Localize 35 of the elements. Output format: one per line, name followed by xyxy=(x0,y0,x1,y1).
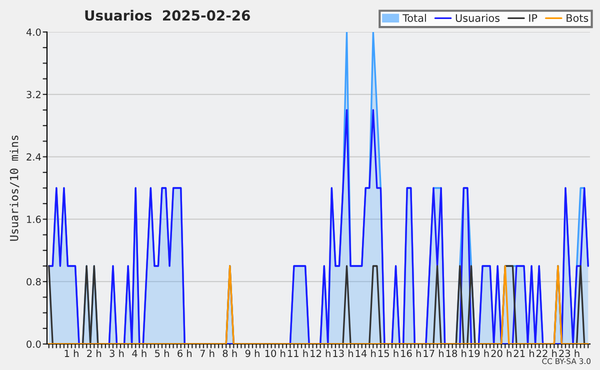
x-tick-label: 18 h xyxy=(446,350,466,358)
legend-label: Total xyxy=(402,14,426,22)
x-tick-label: 20 h xyxy=(491,350,512,358)
x-tick-label: 12 h xyxy=(310,350,330,357)
x-tick-label: 15 h xyxy=(378,350,398,358)
x-tick-label: 9 h xyxy=(245,350,260,358)
chart-title: Usuarios 2025-02-26 xyxy=(85,10,250,21)
legend-label: IP xyxy=(529,14,538,22)
x-tick-label: 23 h xyxy=(559,350,580,358)
legend-label: Bots xyxy=(566,14,588,22)
x-tick-label: 2 h xyxy=(87,350,102,357)
x-tick-label: 19 h xyxy=(469,350,489,358)
x-tick-label: 6 h xyxy=(178,350,192,358)
x-tick-label: 22 h xyxy=(536,350,557,357)
y-tick-label: 2.4 xyxy=(26,153,41,160)
x-tick-label: 16 h xyxy=(401,350,421,358)
legend-label: Usuarios xyxy=(456,14,500,22)
y-tick-label: 3.2 xyxy=(26,90,40,98)
x-tick-label: 3 h xyxy=(110,350,124,358)
x-tick-label: 13 h xyxy=(333,350,353,358)
x-tick-label: 17 h xyxy=(424,350,444,357)
x-tick-label: 4 h xyxy=(132,350,146,357)
y-tick-label: 4.0 xyxy=(26,28,41,36)
y-tick-label: 0.8 xyxy=(26,278,41,286)
x-tick-label: 10 h xyxy=(265,350,286,358)
x-tick-label: 11 h xyxy=(288,350,308,357)
x-tick-label: 8 h xyxy=(222,350,237,358)
x-tick-label: 5 h xyxy=(155,350,169,358)
x-tick-label: 21 h xyxy=(514,350,534,357)
y-tick-label: 1.6 xyxy=(27,216,41,224)
y-axis-title: Usuarios/10 mins xyxy=(10,136,20,241)
x-tick-label: 14 h xyxy=(356,350,376,357)
x-tick-label: 1 h xyxy=(64,350,78,357)
x-tick-label: 7 h xyxy=(200,350,214,357)
y-tick-label: 0.0 xyxy=(26,340,41,348)
